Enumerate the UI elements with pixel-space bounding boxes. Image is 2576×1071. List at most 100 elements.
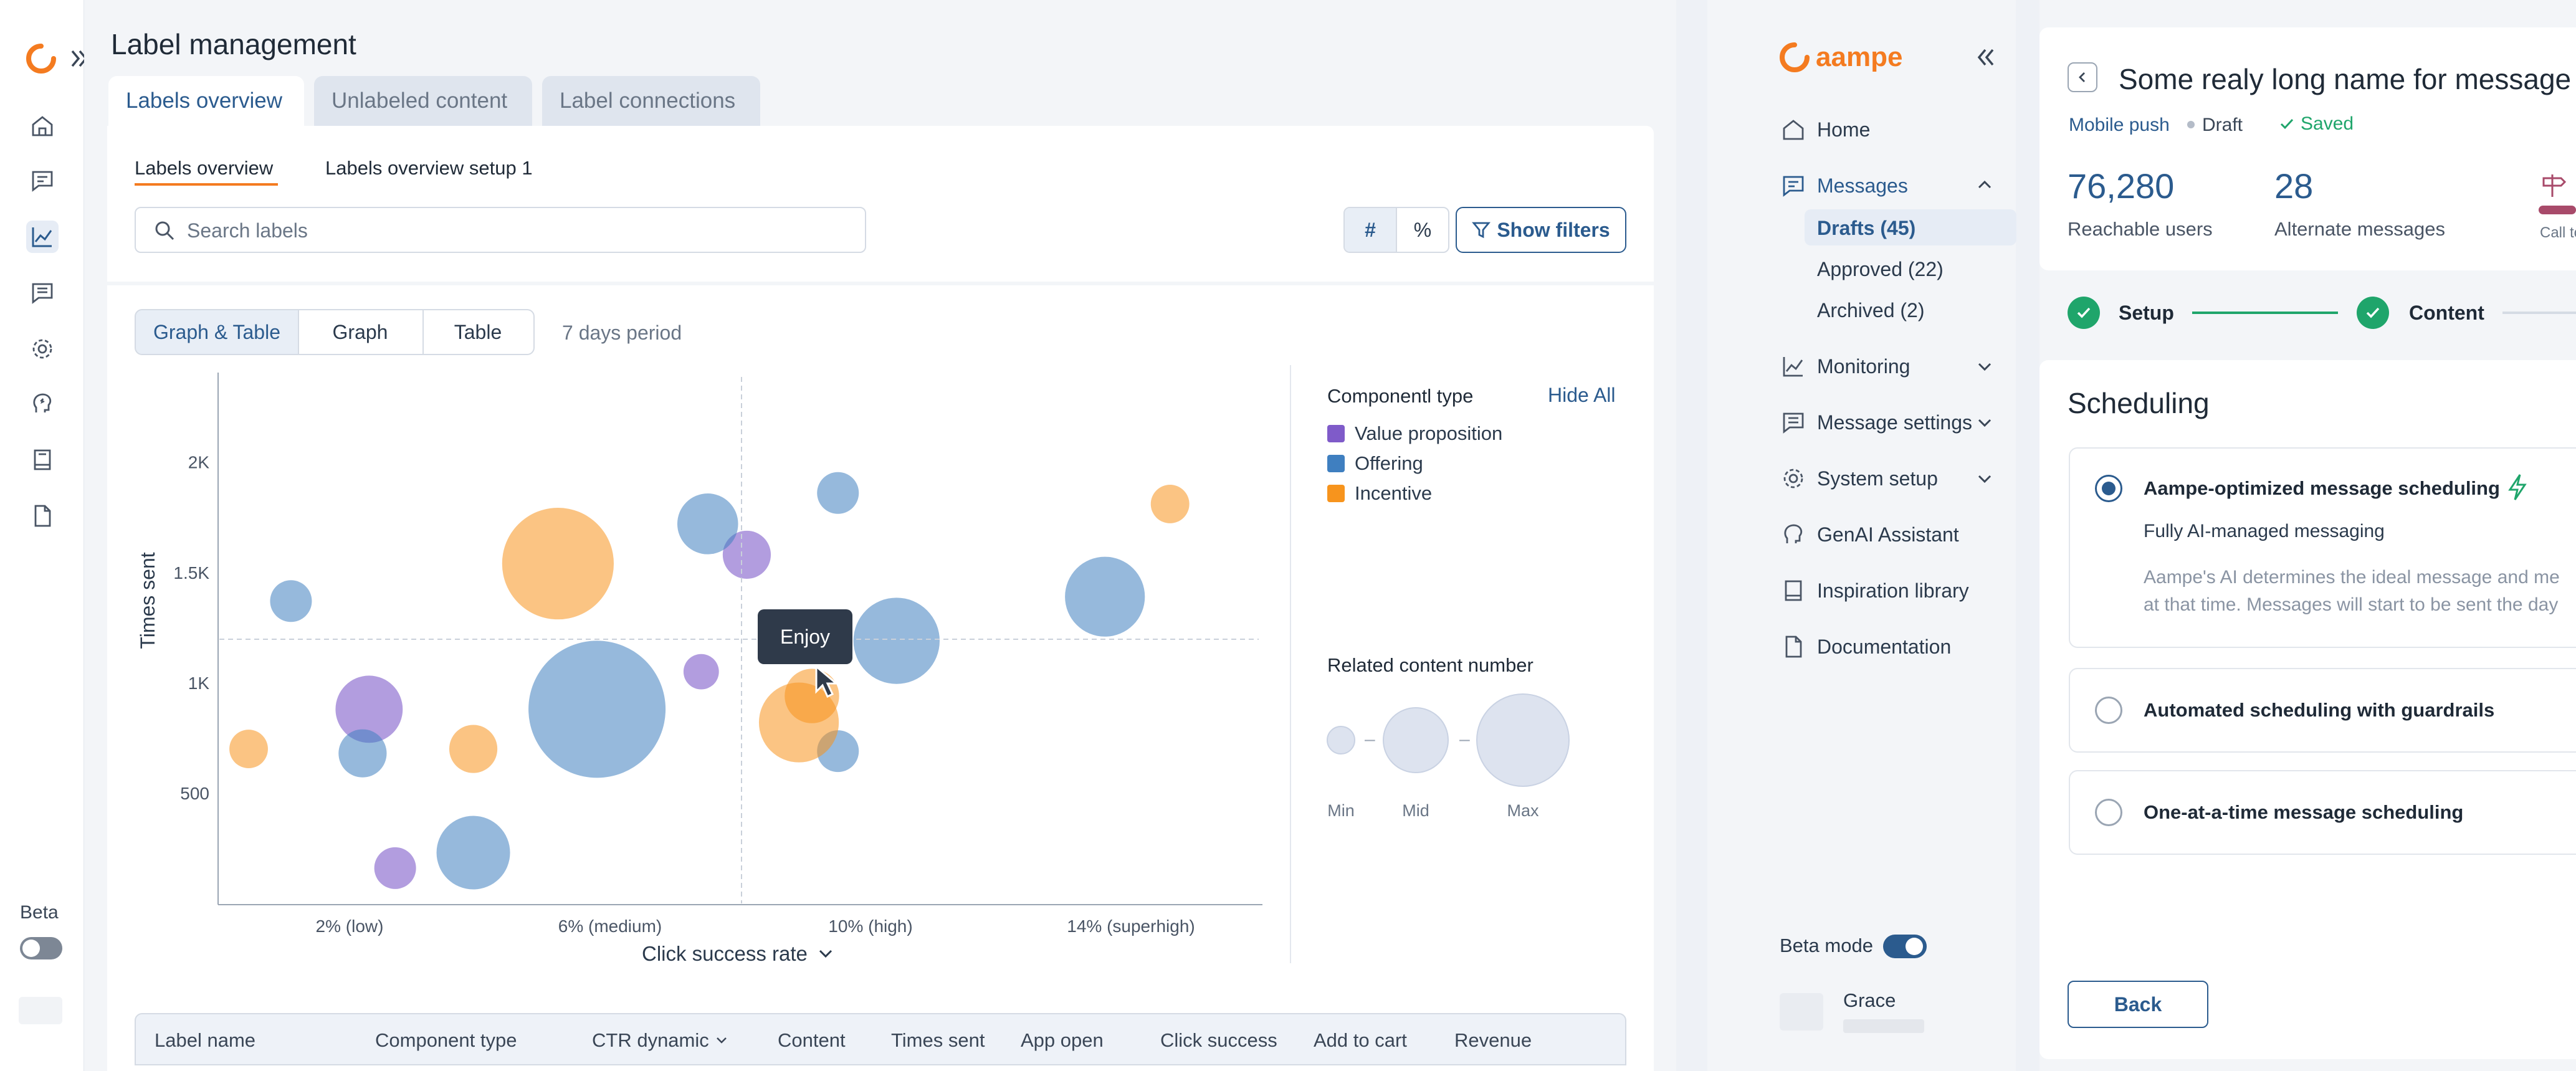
th-label-name[interactable]: Label name (155, 1029, 256, 1051)
message-title[interactable]: Some realy long name for message (2119, 63, 2572, 95)
y-axis-label: Times sent (136, 552, 159, 649)
bubble-incentive[interactable] (449, 725, 498, 773)
bubble-incentive[interactable] (502, 507, 614, 620)
tab-unlabeled-content[interactable]: Unlabeled content (314, 76, 532, 126)
option-automated-guardrails[interactable] (2069, 668, 2576, 753)
subtab-setup[interactable]: Labels overview setup 1 (325, 157, 533, 179)
document-icon[interactable] (26, 500, 59, 532)
chevron-up-icon[interactable] (1975, 176, 1994, 194)
th-add-to-cart[interactable]: Add to cart (1314, 1029, 1407, 1051)
toggle-percent[interactable]: % (1413, 218, 1432, 241)
collapse-sidebar-icon[interactable] (1974, 45, 1996, 70)
step-connector-pending (2502, 312, 2576, 314)
table-header: Label name Component type CTR dynamic Co… (135, 1013, 1626, 1065)
chevron-down-icon[interactable] (1975, 358, 1994, 376)
legend-item[interactable]: Incentive (1327, 482, 1432, 505)
genai-icon[interactable] (26, 388, 59, 420)
nav-messages[interactable]: Messages (1817, 174, 1908, 197)
bubble-value-proposition[interactable] (374, 847, 416, 889)
nav-approved[interactable]: Approved (22) (1817, 258, 1944, 280)
back-button[interactable]: Back (2068, 981, 2208, 1028)
nav-drafts[interactable]: Drafts (45) (1817, 217, 1916, 239)
book-icon[interactable] (26, 444, 59, 476)
monitoring-icon (1781, 354, 1806, 379)
legend-swatch (1327, 455, 1345, 472)
svg-text:–: – (1459, 729, 1470, 750)
bubble-incentive[interactable] (1150, 485, 1190, 523)
th-times-sent[interactable]: Times sent (891, 1029, 985, 1051)
th-click-success[interactable]: Click success (1160, 1029, 1277, 1051)
status-dot (2187, 121, 2195, 128)
subtab-labels-overview[interactable]: Labels overview (135, 157, 274, 179)
step-content-label[interactable]: Content (2409, 302, 2484, 324)
x-tick-label: 6% (medium) (558, 916, 662, 936)
bubble-incentive[interactable] (229, 730, 268, 769)
nav-message-settings[interactable]: Message settings (1817, 411, 1973, 434)
size-mid-circle (1383, 707, 1449, 773)
view-table[interactable]: Table (422, 309, 535, 355)
beta-toggle[interactable] (20, 937, 62, 959)
bubble-value-proposition[interactable] (683, 654, 719, 690)
bubble-offering[interactable] (338, 729, 387, 778)
bubble-offering[interactable] (1065, 556, 1145, 637)
view-graph-table[interactable]: Graph & Table (135, 309, 299, 355)
th-ctr-dynamic[interactable]: CTR dynamic (592, 1029, 729, 1052)
nav-system-setup[interactable]: System setup (1817, 467, 1938, 490)
radio-one-at-a-time[interactable] (2095, 799, 2122, 826)
home-icon[interactable] (26, 110, 59, 142)
nav-archived[interactable]: Archived (2) (1817, 299, 1925, 321)
nav-documentation[interactable]: Documentation (1817, 635, 1952, 658)
toggle-hash[interactable]: # (1345, 208, 1397, 252)
tab-labels-overview[interactable]: Labels overview (108, 76, 304, 126)
chart-icon[interactable] (26, 221, 59, 253)
bubble-value-proposition[interactable] (722, 530, 771, 579)
view-graph[interactable]: Graph (298, 309, 424, 355)
book-icon (1781, 578, 1806, 603)
radio-automated-guardrails[interactable] (2095, 697, 2122, 724)
bubble-offering[interactable] (677, 493, 738, 555)
size-mid-label: Mid (1402, 801, 1429, 820)
x-axis-selector[interactable]: Click success rate (642, 942, 835, 966)
legend-item[interactable]: Value proposition (1327, 422, 1502, 445)
avatar[interactable] (19, 997, 62, 1024)
hide-all-button[interactable]: Hide All (1548, 384, 1616, 406)
radio-aampe-optimized[interactable] (2095, 475, 2122, 502)
bubble-offering[interactable] (436, 816, 510, 890)
tab-label-connections[interactable]: Label connections (542, 76, 760, 126)
back-arrow-icon[interactable] (2068, 62, 2097, 92)
chevron-down-icon[interactable] (1975, 414, 1994, 432)
home-icon (1781, 117, 1806, 142)
th-component-type[interactable]: Component type (375, 1029, 517, 1051)
option-aampe-optimized[interactable] (2069, 447, 2576, 648)
th-revenue[interactable]: Revenue (1454, 1029, 1532, 1051)
show-filters-button[interactable]: Show filters (1456, 207, 1626, 253)
bubble-value-proposition[interactable] (335, 675, 403, 743)
nav-home[interactable]: Home (1817, 118, 1871, 141)
nav-monitoring[interactable]: Monitoring (1817, 355, 1911, 378)
option-one-at-a-time[interactable] (2069, 770, 2576, 855)
bubble-offering[interactable] (270, 580, 312, 622)
show-filters-label: Show filters (1497, 218, 1610, 241)
messages-icon[interactable] (26, 164, 59, 197)
chevron-down-icon[interactable] (1975, 470, 1994, 488)
aampe-sidebar (1707, 0, 2016, 1071)
bubble-offering[interactable] (853, 597, 940, 684)
chat-icon[interactable] (26, 277, 59, 309)
gear-icon[interactable] (26, 333, 59, 365)
bubble-offering[interactable] (528, 640, 666, 778)
th-app-open[interactable]: App open (1021, 1029, 1104, 1051)
legend-item[interactable]: Offering (1327, 452, 1423, 475)
y-tick-label: 500 (180, 784, 209, 803)
th-content[interactable]: Content (778, 1029, 846, 1051)
search-icon (153, 219, 176, 242)
step-setup-label[interactable]: Setup (2119, 302, 2174, 324)
beta-mode-toggle[interactable] (1883, 935, 1927, 958)
size-legend-title: Related content number (1327, 654, 1534, 676)
x-tick-label: 2% (low) (316, 916, 384, 936)
search-input[interactable]: Search labels (135, 207, 866, 253)
nav-inspiration[interactable]: Inspiration library (1817, 579, 1969, 602)
avatar[interactable] (1780, 993, 1823, 1031)
nav-genai[interactable]: GenAI Assistant (1817, 523, 1959, 546)
chevron-down-icon (819, 950, 832, 958)
bubble-offering[interactable] (817, 472, 859, 514)
